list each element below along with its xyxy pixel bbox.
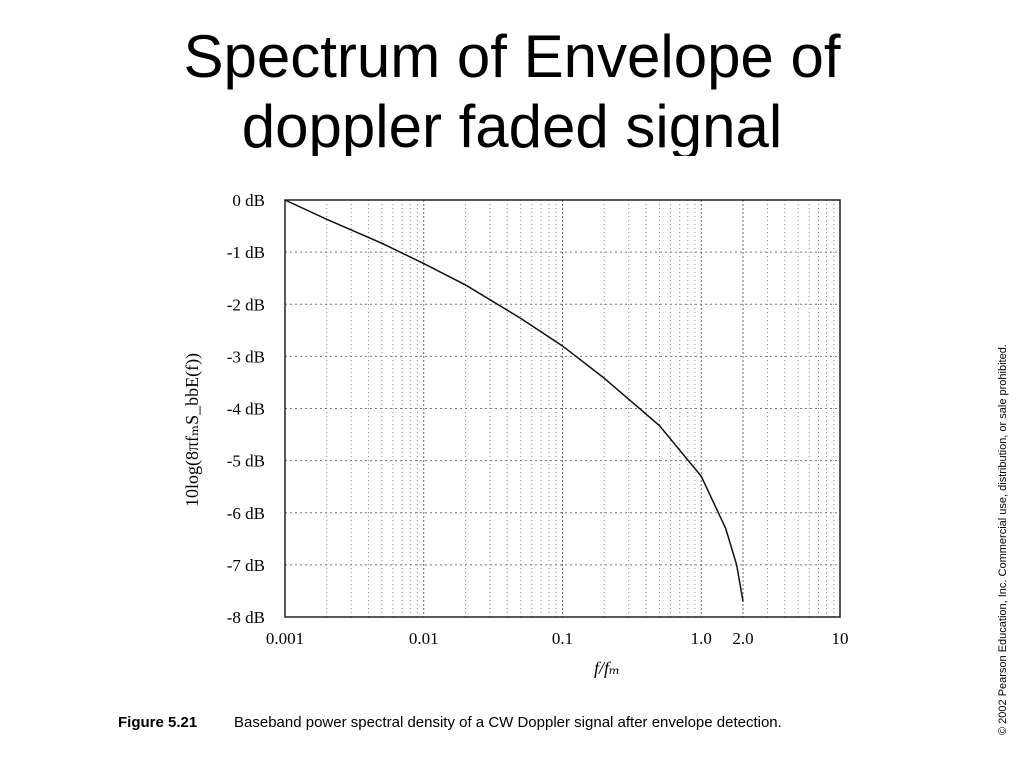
- x-tick-label: 0.001: [266, 629, 304, 648]
- y-tick-label: -1 dB: [227, 243, 265, 262]
- y-tick-label: -7 dB: [227, 556, 265, 575]
- data-line: [284, 199, 744, 602]
- x-tick-label: 10: [832, 629, 849, 648]
- y-tick-label: -5 dB: [227, 452, 265, 471]
- x-tick-label: 0.1: [552, 629, 573, 648]
- x-axis-label: f/fₘ: [594, 658, 620, 678]
- x-tick-label: 0.01: [409, 629, 439, 648]
- x-tick-label: 1.0: [691, 629, 712, 648]
- y-tick-label: -8 dB: [227, 608, 265, 627]
- y-tick-label: -6 dB: [227, 504, 265, 523]
- x-tick-label: 2.0: [732, 629, 753, 648]
- caption-text: Baseband power spectral density of a CW …: [234, 714, 782, 731]
- y-tick-label: -2 dB: [227, 295, 265, 314]
- slide-title: Spectrum of Envelope of doppler faded si…: [183, 23, 841, 156]
- copyright: © 2002 Pearson Education, Inc. Commercia…: [997, 344, 1009, 735]
- y-tick-label: -3 dB: [227, 347, 265, 366]
- y-tick-label: -4 dB: [227, 400, 265, 419]
- y-axis-label: 10log(8πfₘS_bbE(f)): [182, 353, 203, 507]
- y-tick-label: 0 dB: [232, 191, 265, 210]
- slide-title-box: Spectrum of Envelope of doppler faded si…: [0, 22, 1024, 156]
- plot-frame: [284, 199, 841, 618]
- caption-label: Figure 5.21: [118, 714, 197, 731]
